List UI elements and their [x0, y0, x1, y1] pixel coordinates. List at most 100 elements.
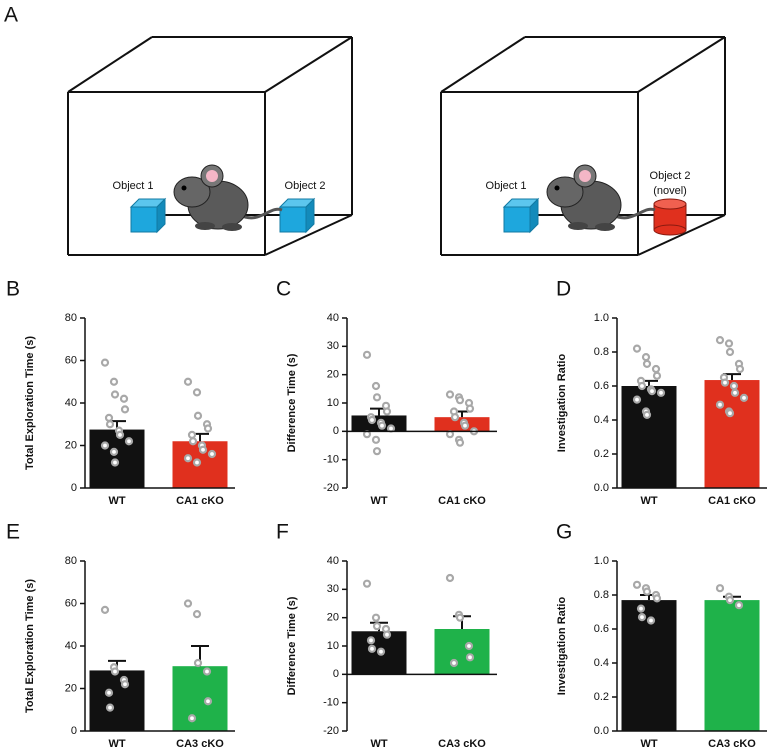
y-tick-label: 0.6	[594, 623, 609, 635]
data-point	[652, 594, 662, 603]
cube	[129, 197, 167, 234]
data-point	[376, 647, 386, 656]
y-axis-label: Total Exploration Time (s)	[24, 336, 36, 470]
panel-label: B	[6, 278, 20, 301]
panel-label: D	[556, 278, 571, 301]
data-point	[109, 447, 119, 456]
cube	[502, 197, 540, 234]
cube	[278, 197, 316, 234]
y-tick-label: 60	[65, 597, 77, 609]
data-point	[193, 411, 203, 420]
data-point	[203, 424, 213, 433]
y-tick-label: 40	[65, 397, 77, 409]
data-point	[449, 658, 459, 668]
data-point	[464, 641, 474, 651]
data-point	[371, 381, 381, 391]
y-tick-label: 0.6	[594, 380, 609, 392]
data-point	[450, 413, 460, 422]
y-axis-label: Investigation Ratio	[556, 354, 568, 453]
y-tick-label: 0.8	[594, 346, 609, 358]
data-point	[460, 421, 470, 430]
y-axis-label: Investigation Ratio	[556, 597, 568, 696]
data-point	[207, 449, 217, 459]
bar	[89, 670, 145, 731]
x-tick-label: WT	[370, 495, 387, 507]
data-point	[198, 445, 208, 454]
data-point	[187, 714, 197, 723]
data-point	[371, 435, 381, 444]
arena-left	[67, 36, 353, 256]
bar	[172, 666, 228, 731]
x-tick-label: CA3 cKO	[708, 738, 756, 748]
data-point	[455, 438, 465, 447]
panel-label: E	[6, 521, 20, 544]
data-point	[110, 458, 120, 467]
data-point	[100, 358, 110, 367]
bar	[704, 600, 760, 731]
data-point	[642, 359, 652, 368]
x-tick-label: CA1 cKO	[438, 495, 486, 507]
y-tick-label: 30	[327, 340, 339, 352]
y-tick-label: 80	[65, 555, 77, 567]
data-point	[110, 667, 120, 676]
y-tick-label: 40	[327, 312, 339, 324]
y-tick-label: 0.2	[594, 691, 609, 703]
data-point	[192, 610, 202, 619]
y-tick-label: -20	[323, 482, 339, 494]
data-point	[372, 393, 382, 402]
data-point	[715, 400, 725, 409]
data-point	[367, 415, 377, 425]
cylinder	[653, 198, 687, 236]
data-point	[455, 613, 465, 622]
y-tick-label: 40	[65, 640, 77, 652]
data-point	[637, 381, 647, 391]
data-point	[720, 378, 730, 387]
data-point	[637, 612, 647, 622]
data-point	[120, 680, 130, 689]
data-point	[124, 437, 134, 446]
x-tick-label: WT	[370, 738, 387, 748]
data-point	[187, 430, 197, 439]
x-tick-label: WT	[640, 738, 657, 748]
data-point	[202, 667, 212, 676]
x-tick-label: CA3 cKO	[438, 738, 486, 748]
data-point	[100, 605, 110, 614]
data-point	[382, 630, 392, 639]
data-point	[362, 579, 372, 588]
data-point	[192, 458, 202, 467]
data-point	[366, 636, 376, 645]
data-point	[739, 393, 749, 402]
mouse	[173, 164, 283, 231]
data-point	[100, 441, 110, 450]
object-label: Object 1	[486, 180, 527, 192]
data-point	[119, 394, 129, 403]
y-tick-label: 0.8	[594, 589, 609, 601]
data-point	[192, 388, 202, 397]
data-point	[652, 371, 662, 380]
y-tick-label: 20	[327, 369, 339, 381]
y-tick-label: 1.0	[594, 555, 609, 567]
data-point	[647, 387, 657, 396]
data-point	[372, 622, 382, 631]
y-tick-label: 0.0	[594, 482, 609, 494]
data-point	[465, 404, 475, 413]
bar	[704, 380, 760, 488]
data-point	[104, 413, 114, 422]
data-point	[641, 353, 651, 362]
x-tick-label: WT	[108, 495, 125, 507]
y-tick-label: -20	[323, 725, 339, 737]
y-tick-label: -10	[323, 454, 339, 466]
y-tick-label: 0	[71, 482, 77, 494]
y-tick-label: 30	[327, 583, 339, 595]
data-point	[372, 447, 382, 456]
y-tick-label: 20	[65, 682, 77, 694]
data-point	[110, 390, 120, 399]
y-tick-label: 0.4	[594, 414, 609, 426]
data-point	[445, 390, 455, 399]
y-tick-label: 0.2	[594, 448, 609, 460]
y-axis-label: Total Exploration Time (s)	[24, 579, 36, 713]
data-point	[725, 595, 735, 605]
arena-right	[440, 36, 726, 256]
x-tick-label: CA1 cKO	[708, 495, 756, 507]
y-tick-label: 80	[65, 312, 77, 324]
